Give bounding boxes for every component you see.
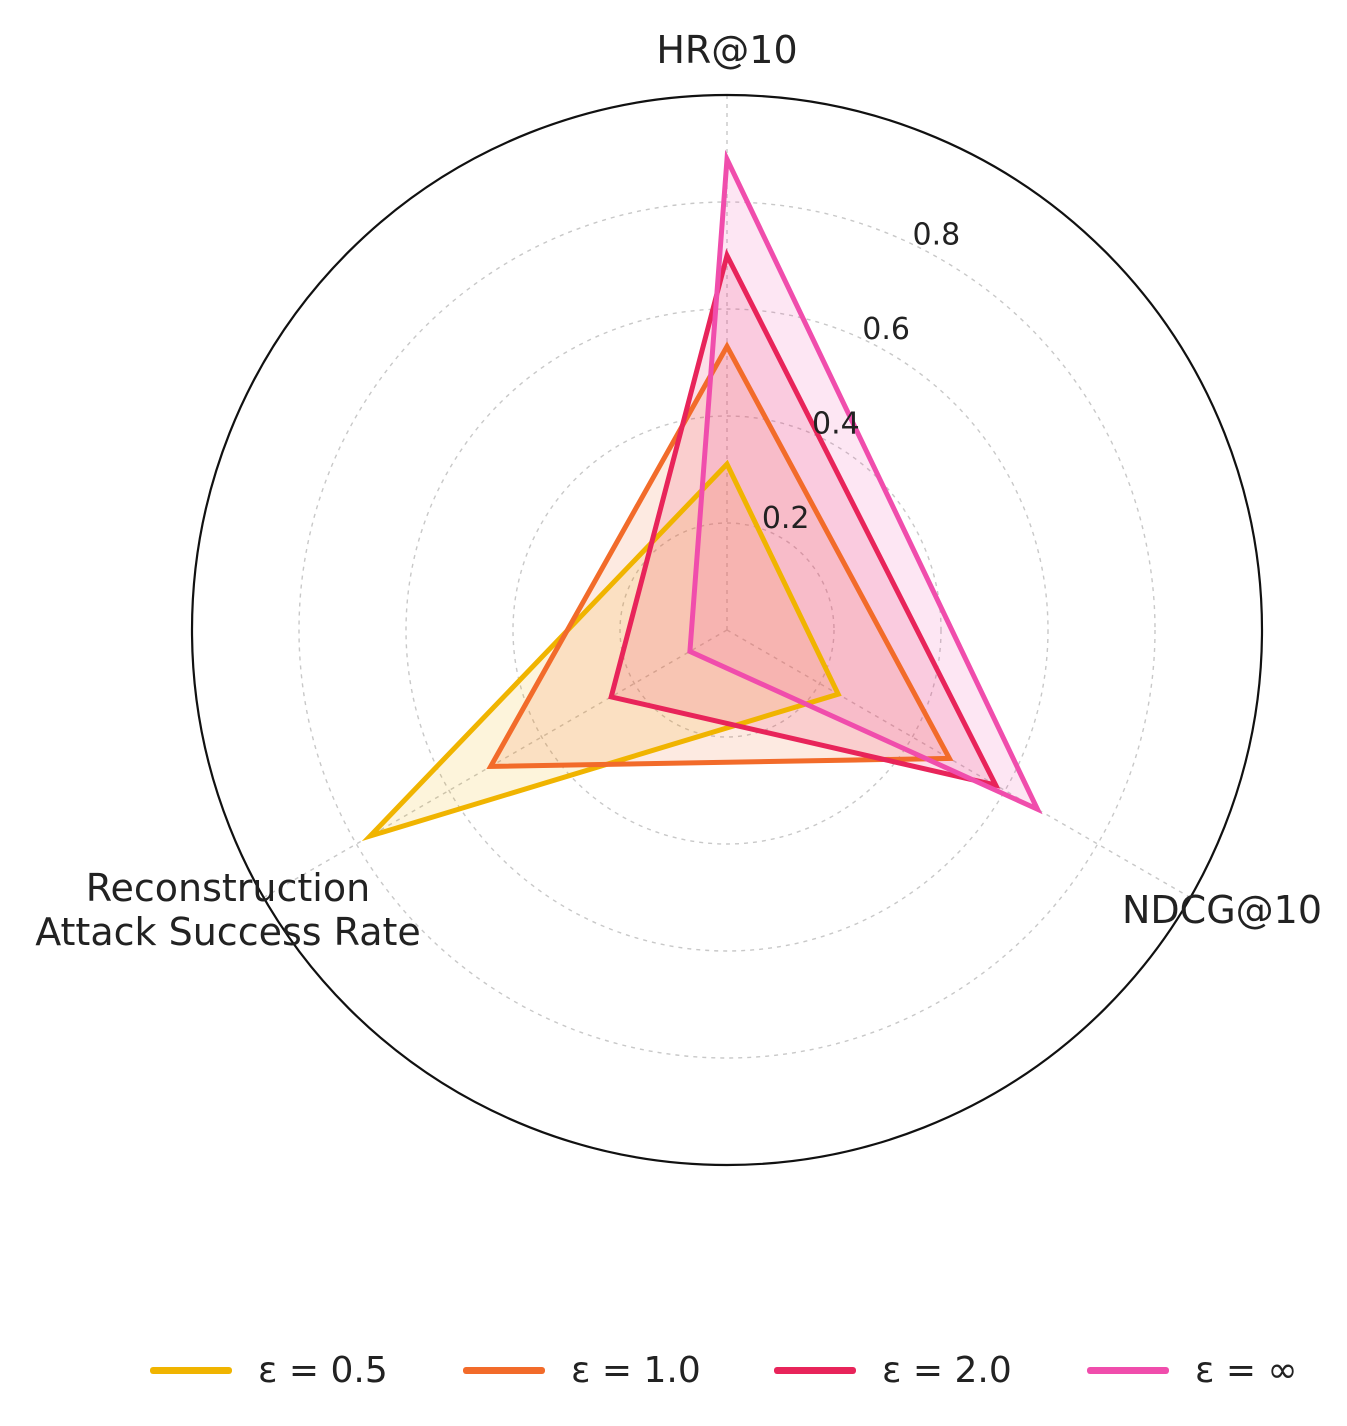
chart-legend: ε = 0.5 ε = 1.0 ε = 2.0 ε = ∞ [0, 1340, 1347, 1400]
radar-series [361, 149, 1043, 842]
grid-circle [512, 415, 942, 845]
axis-label: HR@10 [656, 28, 797, 72]
series-line [687, 149, 1043, 815]
legend-label: ε = 2.0 [882, 1349, 1012, 1391]
radial-tick-label: 0.4 [812, 407, 860, 442]
grid-circle [619, 522, 835, 738]
legend-swatch [463, 1366, 545, 1374]
series-line [486, 341, 954, 769]
legend-item: ε = 1.0 [463, 1340, 701, 1400]
radial-tick-label: 0.6 [862, 312, 910, 347]
radar-grid [190, 93, 1264, 1167]
radial-tick-label: 0.8 [913, 218, 961, 253]
radar-chart: 0.2 0.4 0.6 0.8 HR@10 NDCG@10 Reconstruction At… [35, 28, 1322, 1167]
radar-labels: 0.2 0.4 0.6 0.8 HR@10 NDCG@10 Reconstruction At… [35, 28, 1322, 954]
axis-label: Reconstruction Attack Success Rate [35, 866, 421, 954]
legend-label: ε = 0.5 [258, 1349, 388, 1391]
grid-circle [298, 201, 1156, 1059]
legend-item: ε = 2.0 [774, 1340, 1012, 1400]
legend-item: ε = 0.5 [150, 1340, 388, 1400]
legend-swatch [150, 1366, 232, 1374]
legend-label: ε = 1.0 [571, 1349, 701, 1391]
series-area [490, 346, 950, 767]
axis-label: NDCG@10 [1122, 888, 1322, 932]
grid-circle [405, 308, 1049, 952]
radial-tick-label: 0.2 [762, 501, 810, 536]
legend-label: ε = ∞ [1195, 1349, 1298, 1391]
legend-swatch [1087, 1366, 1169, 1374]
legend-swatch [774, 1366, 856, 1374]
series-area [370, 464, 839, 836]
series-area [689, 159, 1038, 810]
legend-item: ε = ∞ [1087, 1340, 1298, 1400]
series-line [608, 248, 1001, 789]
outer-frame [190, 93, 1264, 1167]
